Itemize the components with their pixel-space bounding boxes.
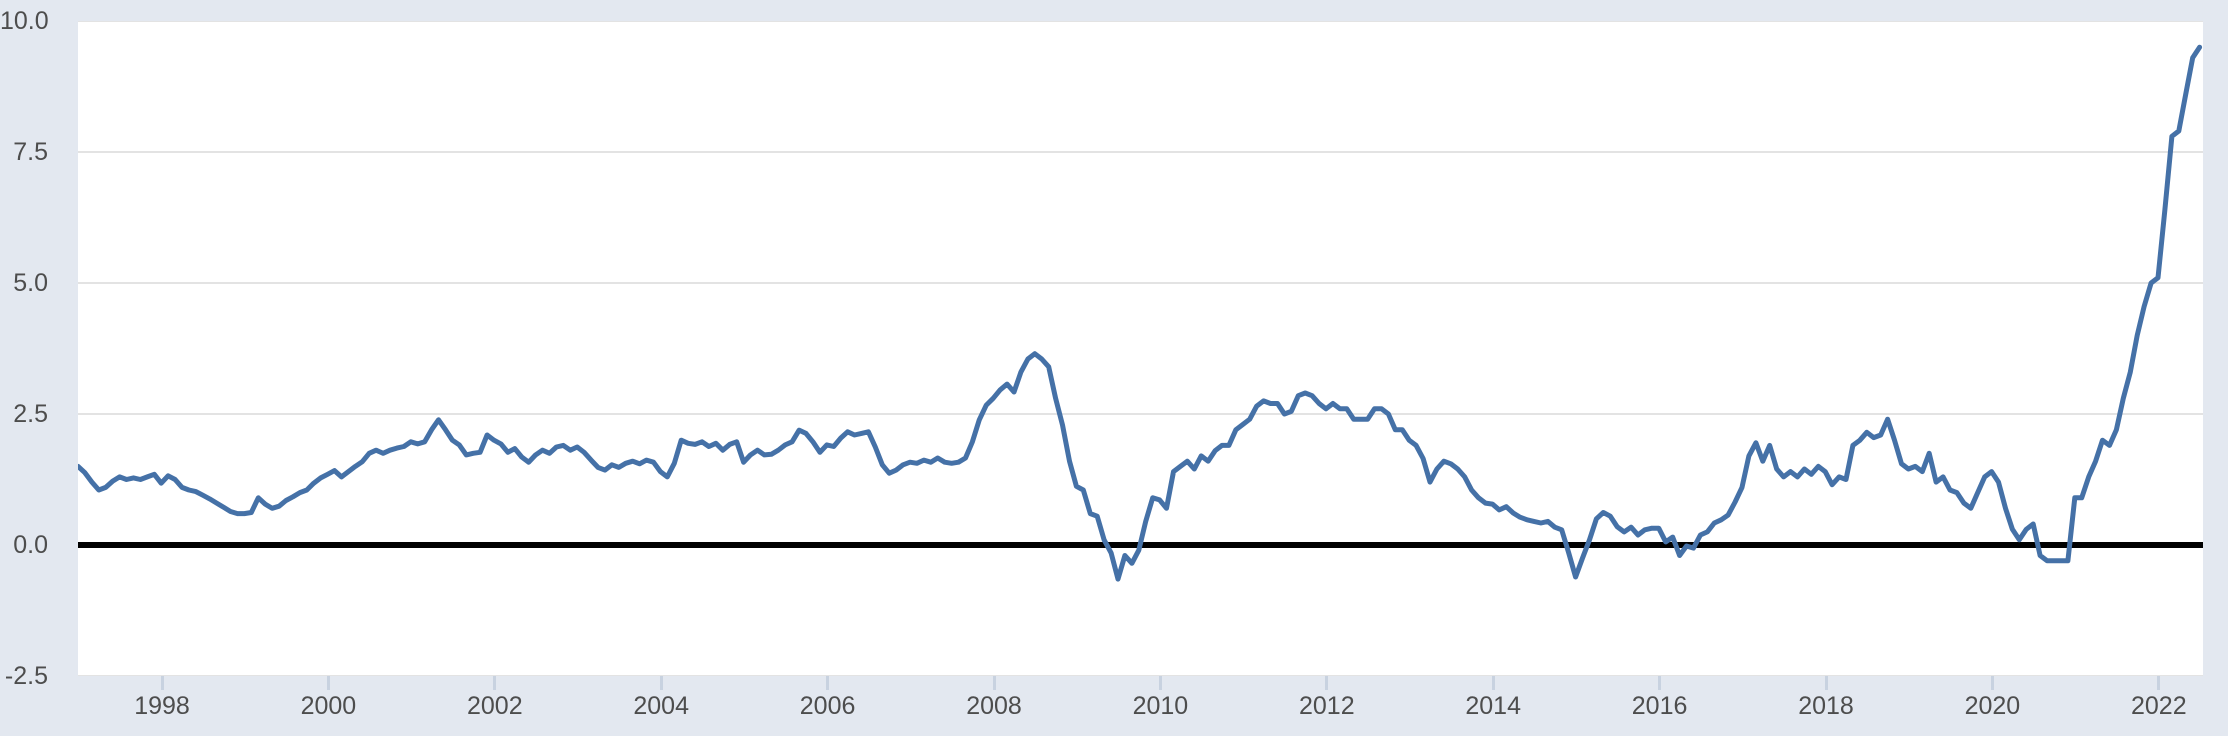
x-axis-tick — [1658, 676, 1662, 690]
x-axis-label: 2008 — [966, 692, 1022, 720]
x-axis-label: 2004 — [633, 692, 689, 720]
plot-area[interactable] — [78, 21, 2203, 676]
x-axis-tick — [659, 676, 663, 690]
x-axis-tick — [826, 676, 830, 690]
y-axis-label: 5.0 — [13, 269, 48, 297]
zero-baseline — [78, 542, 2203, 548]
x-axis-tick — [160, 676, 164, 690]
y-axis-label: 2.5 — [13, 400, 48, 428]
gridline — [78, 413, 2203, 415]
x-axis-tick — [1158, 676, 1162, 690]
x-axis-label: 2000 — [300, 692, 357, 720]
x-axis-tick — [1325, 676, 1329, 690]
x-axis-label: 2006 — [799, 692, 856, 720]
x-axis-label: 2016 — [1631, 692, 1688, 720]
y-axis-label: 10.0 — [0, 7, 49, 35]
x-axis-label: 2010 — [1132, 692, 1189, 720]
x-axis-tick — [1491, 676, 1495, 690]
gridline — [78, 21, 2203, 22]
x-axis-tick — [1824, 676, 1828, 690]
y-axis-label: 0.0 — [13, 531, 48, 559]
gridline — [78, 675, 2203, 676]
x-axis-label: 2020 — [1964, 692, 2021, 720]
x-axis-tick — [326, 676, 330, 690]
y-axis-label: 7.5 — [13, 138, 48, 166]
x-axis-tick — [1990, 676, 1994, 690]
x-axis-label: 1998 — [134, 692, 190, 720]
x-axis-tick — [493, 676, 497, 690]
x-axis-label: 2014 — [1465, 692, 1521, 720]
x-axis-label: 2012 — [1298, 692, 1355, 720]
x-axis-tick — [992, 676, 996, 690]
x-axis-label: 2022 — [2130, 692, 2187, 720]
x-axis-label: 2018 — [1798, 692, 1854, 720]
x-axis-label: 2002 — [466, 692, 523, 720]
x-axis-tick — [2157, 676, 2161, 690]
y-axis-label: -2.5 — [4, 662, 48, 690]
gridline — [78, 151, 2203, 153]
gridline — [78, 282, 2203, 284]
